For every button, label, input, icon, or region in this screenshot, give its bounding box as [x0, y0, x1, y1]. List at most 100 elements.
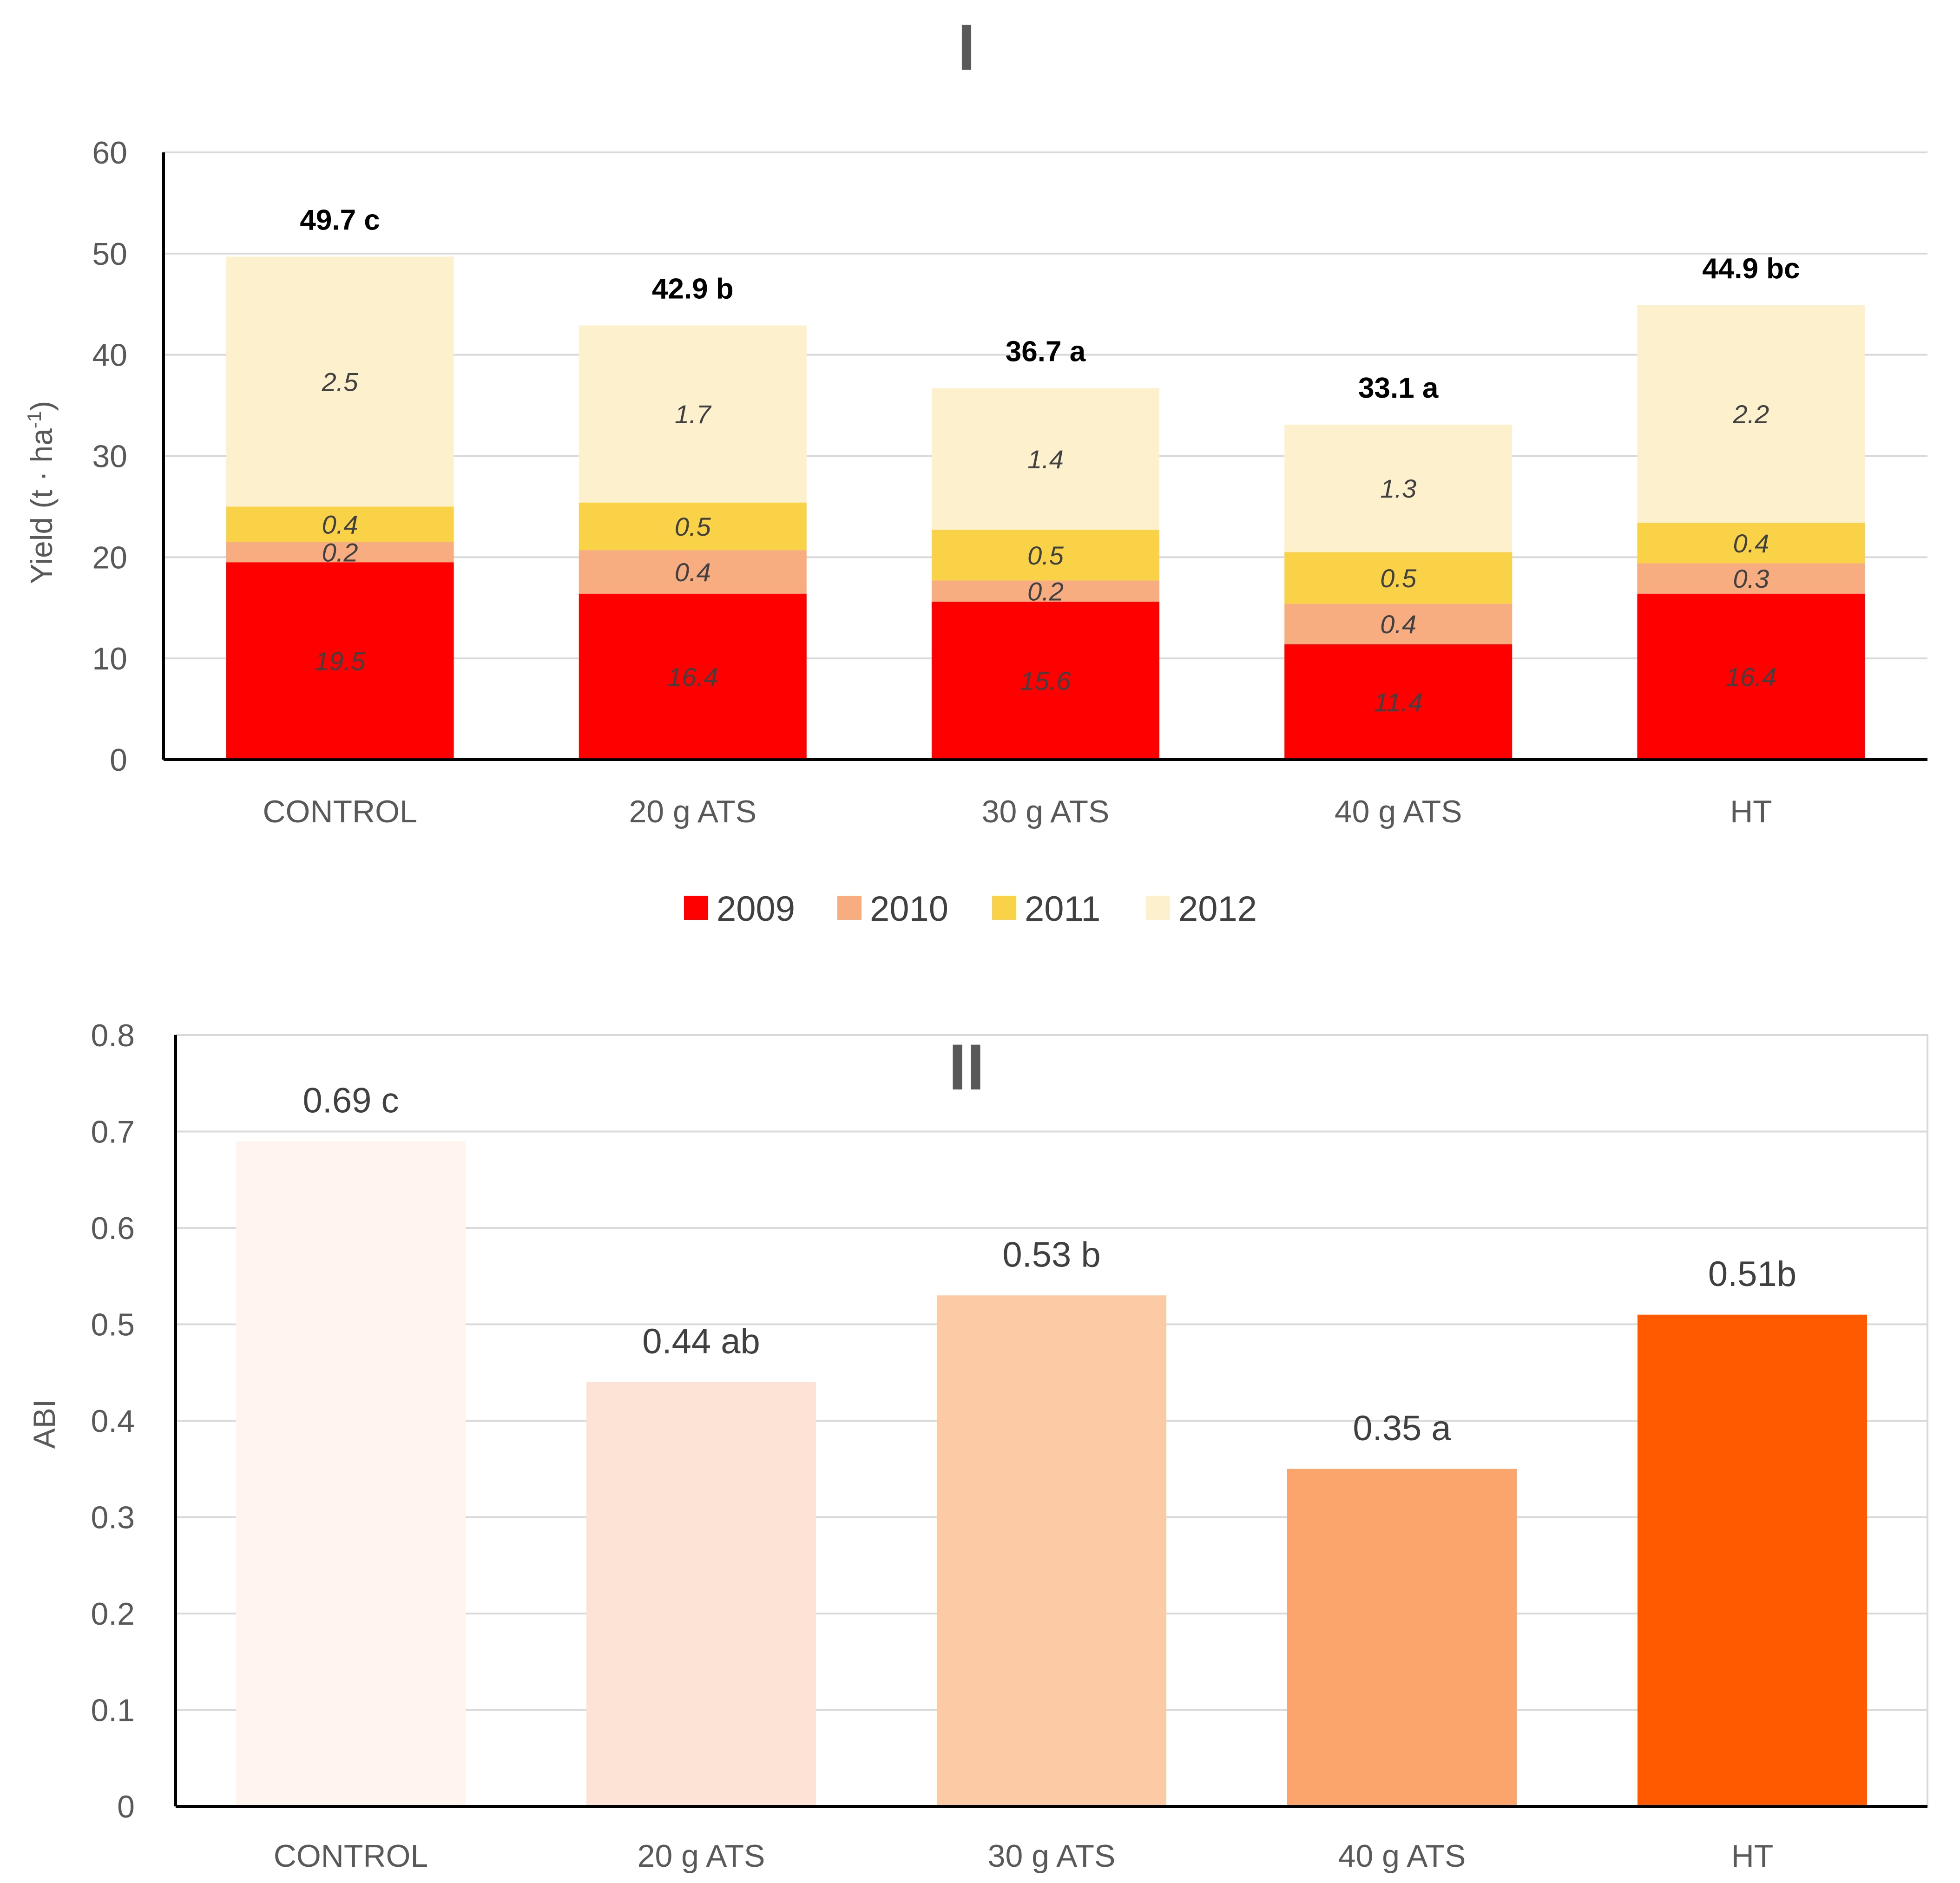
- chart1-segment-label: 19.5: [315, 647, 366, 676]
- chart1-x-tick-label: HT: [1730, 794, 1772, 829]
- chart1-y-axis-title: Yield (t · ha-1): [23, 401, 59, 584]
- chart2-data-label: 0.53 b: [1002, 1235, 1100, 1274]
- chart2-bar-control: [236, 1141, 466, 1806]
- chart1-total-label: 33.1 a: [1358, 372, 1439, 404]
- chart1-bar-ht-2009: [1637, 593, 1865, 760]
- chart1-segment-label: 0.4: [322, 510, 358, 539]
- chart1-segment-label: 16.4: [667, 662, 718, 691]
- chart1-bar-30-g-ats-2010: [932, 580, 1159, 602]
- chart1-total-label: 49.7 c: [300, 204, 380, 236]
- chart1-segment-label: 0.2: [322, 538, 358, 567]
- chart2-y-ticks: 0 0.1 0.2 0.3 0.4 0.5 0.6 0.7 0.8: [91, 1018, 135, 1824]
- chart1-segment-label: 2.5: [322, 367, 359, 396]
- chart1-segment-label: 0.5: [1380, 564, 1417, 593]
- chart1-segment-label: 2.2: [1732, 400, 1769, 429]
- chart1-bar-ht-2010: [1637, 563, 1865, 594]
- chart1-bar-20-g-ats-2009: [579, 593, 807, 760]
- chart1-y-tick-label: 40: [92, 338, 127, 373]
- chart1-y-tick-label: 0: [110, 742, 127, 778]
- chart1-title: I: [958, 11, 976, 84]
- chart1-x-tick-label: CONTROL: [263, 794, 417, 829]
- yield-stacked-bar-chart: I 19.50.20.42.549.7 c16.40.40.51.742.9 b…: [23, 11, 1927, 929]
- chart1-segment-label: 0.4: [675, 558, 711, 587]
- chart1-bar-20-g-ats-2012: [579, 325, 807, 503]
- chart1-segment-label: 0.5: [1027, 541, 1064, 570]
- chart1-y-tick-label: 20: [92, 540, 127, 575]
- chart1-total-label: 42.9 b: [652, 273, 734, 305]
- chart1-legend: 2009 2010 2011 2012: [684, 889, 1257, 929]
- chart2-y-tick-label: 0.3: [91, 1500, 135, 1535]
- chart1-bar-ht-2012: [1637, 305, 1865, 523]
- chart1-bar-20-g-ats-2011: [579, 502, 807, 551]
- chart1-segment-label: 1.7: [675, 400, 712, 429]
- chart1-segment-label: 1.4: [1027, 445, 1064, 474]
- chart1-legend-label-2010: 2010: [870, 889, 948, 929]
- chart1-bar-40-g-ats-2012: [1284, 424, 1513, 552]
- chart2-x-tick-label: HT: [1731, 1838, 1774, 1874]
- chart1-y-tick-label: 30: [92, 439, 127, 474]
- chart1-bar-ht-2011: [1637, 523, 1865, 564]
- chart1-x-tick-label: 30 g ATS: [982, 794, 1110, 829]
- chart2-x-tick-label: 30 g ATS: [988, 1838, 1116, 1874]
- chart1-segment-label: 1.3: [1380, 474, 1416, 503]
- chart1-segment-label: 0.2: [1027, 577, 1064, 606]
- chart1-bar-20-g-ats-2010: [579, 550, 807, 594]
- chart2-y-tick-label: 0.6: [91, 1211, 135, 1246]
- chart1-y-axis-title-sup: -1: [23, 411, 45, 428]
- chart1-bars: 19.50.20.42.549.7 c16.40.40.51.742.9 b15…: [226, 204, 1865, 760]
- chart1-legend-swatch-2009: [684, 896, 708, 920]
- chart1-legend-swatch-2011: [992, 896, 1016, 920]
- chart2-y-tick-label: 0: [117, 1789, 135, 1824]
- chart1-bar-30-g-ats-2012: [932, 388, 1159, 530]
- chart1-bar-control-2010: [226, 542, 454, 563]
- chart2-bar-40-g-ats: [1287, 1469, 1517, 1806]
- chart1-bar-30-g-ats-2011: [932, 530, 1159, 581]
- chart2-x-tick-label: 20 g ATS: [638, 1838, 765, 1874]
- chart1-y-tick-label: 10: [92, 641, 127, 676]
- chart1-segment-label: 0.4: [1733, 529, 1769, 558]
- chart1-segment-label: 0.4: [1380, 610, 1416, 639]
- chart2-y-axis-title: ABI: [27, 1399, 61, 1449]
- chart2-y-tick-label: 0.1: [91, 1693, 135, 1728]
- chart1-bar-40-g-ats-2011: [1284, 552, 1513, 604]
- chart2-x-tick-label: CONTROL: [274, 1838, 428, 1874]
- chart2-bar-20-g-ats: [586, 1382, 816, 1806]
- chart2-axes: [174, 1035, 1927, 1808]
- chart1-legend-label-2012: 2012: [1178, 889, 1257, 929]
- chart1-y-axis-title-text: Yield (t · ha: [24, 428, 59, 584]
- chart2-data-label: 0.44 ab: [642, 1322, 760, 1361]
- chart1-y-tick-label: 50: [92, 236, 127, 272]
- chart2-y-tick-label: 0.8: [91, 1018, 135, 1053]
- chart1-bar-control-2011: [226, 506, 454, 542]
- chart1-bar-40-g-ats-2010: [1284, 604, 1513, 644]
- abi-bar-chart: 0.69 c 0.44 ab 0.53 b 0.35 a 0.51b II 0 0.1 0.…: [27, 1018, 1928, 1874]
- chart1-segment-label: 15.6: [1020, 666, 1072, 695]
- chart2-y-tick-label: 0.7: [91, 1115, 135, 1150]
- chart2-x-tick-label: 40 g ATS: [1338, 1838, 1466, 1874]
- chart2-data-label: 0.51b: [1708, 1254, 1796, 1294]
- chart1-x-tick-label: 40 g ATS: [1335, 794, 1462, 829]
- chart1-legend-label-2011: 2011: [1025, 889, 1100, 929]
- chart2-y-tick-label: 0.4: [91, 1404, 135, 1439]
- chart1-legend-label-2009: 2009: [717, 889, 795, 929]
- chart1-segment-label: 11.4: [1374, 688, 1423, 717]
- chart1-axes: [162, 152, 1927, 761]
- chart1-total-label: 36.7 a: [1006, 336, 1086, 368]
- chart1-x-tick-label: 20 g ATS: [629, 794, 756, 829]
- chart1-bar-control-2012: [226, 256, 454, 507]
- chart2-bars: 0.69 c 0.44 ab 0.53 b 0.35 a 0.51b: [236, 1081, 1867, 1806]
- chart1-segment-label: 0.3: [1733, 564, 1769, 593]
- chart1-legend-swatch-2010: [837, 896, 862, 920]
- chart1-bar-control-2009: [226, 562, 454, 760]
- chart2-y-tick-label: 0.5: [91, 1307, 135, 1343]
- chart2-x-ticks: CONTROL 20 g ATS 30 g ATS 40 g ATS HT: [274, 1838, 1774, 1874]
- chart2-data-label: 0.35 a: [1353, 1409, 1451, 1448]
- chart2-y-tick-label: 0.2: [91, 1596, 135, 1632]
- chart1-x-ticks: CONTROL 20 g ATS 30 g ATS 40 g ATS HT: [263, 794, 1772, 829]
- chart2-bar-30-g-ats: [937, 1295, 1166, 1806]
- chart1-y-ticks: 0 10 20 30 40 50 60: [92, 135, 127, 778]
- chart1-legend-swatch-2012: [1146, 896, 1170, 920]
- chart2-title: II: [948, 1030, 985, 1103]
- chart1-segment-label: 16.4: [1726, 662, 1776, 691]
